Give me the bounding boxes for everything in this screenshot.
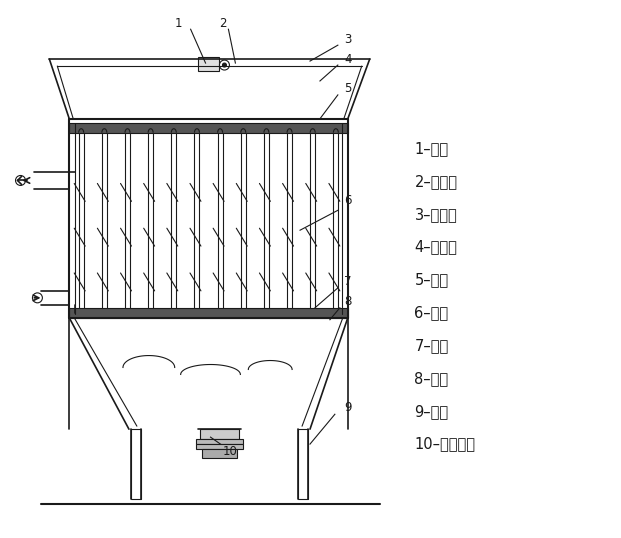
Text: 5–支座: 5–支座	[414, 272, 448, 287]
Text: 6–滤袋: 6–滤袋	[414, 305, 448, 320]
Text: 6: 6	[344, 194, 351, 207]
Text: 1: 1	[175, 17, 183, 30]
Text: 9–支柱: 9–支柱	[414, 404, 448, 419]
Circle shape	[16, 175, 25, 186]
Text: 2: 2	[219, 17, 226, 30]
Bar	[197, 57, 219, 71]
Bar	[298, 429, 308, 499]
Text: 1–电机: 1–电机	[414, 141, 448, 156]
Circle shape	[219, 60, 229, 70]
Bar	[196, 444, 243, 449]
Text: 10: 10	[223, 444, 238, 457]
Text: 3: 3	[344, 33, 351, 46]
Text: 8: 8	[344, 295, 351, 308]
Circle shape	[222, 63, 227, 67]
Bar	[131, 429, 141, 499]
Bar	[202, 449, 237, 458]
Polygon shape	[70, 123, 348, 133]
Text: 5: 5	[344, 82, 351, 95]
Polygon shape	[70, 308, 348, 318]
Circle shape	[32, 293, 42, 303]
Text: 7–花板: 7–花板	[414, 338, 449, 353]
Text: 4: 4	[344, 53, 351, 66]
Text: 9: 9	[344, 401, 351, 414]
Text: 7: 7	[344, 275, 351, 288]
Text: 10–密封插板: 10–密封插板	[414, 437, 476, 451]
Text: 2–偏心块: 2–偏心块	[414, 174, 458, 189]
Text: 3–振动枰: 3–振动枰	[414, 207, 457, 222]
Bar	[199, 429, 239, 439]
Text: 4–橡胶座: 4–橡胶座	[414, 239, 457, 254]
Text: 8–灰斗: 8–灰斗	[414, 371, 448, 386]
Bar	[196, 439, 243, 444]
